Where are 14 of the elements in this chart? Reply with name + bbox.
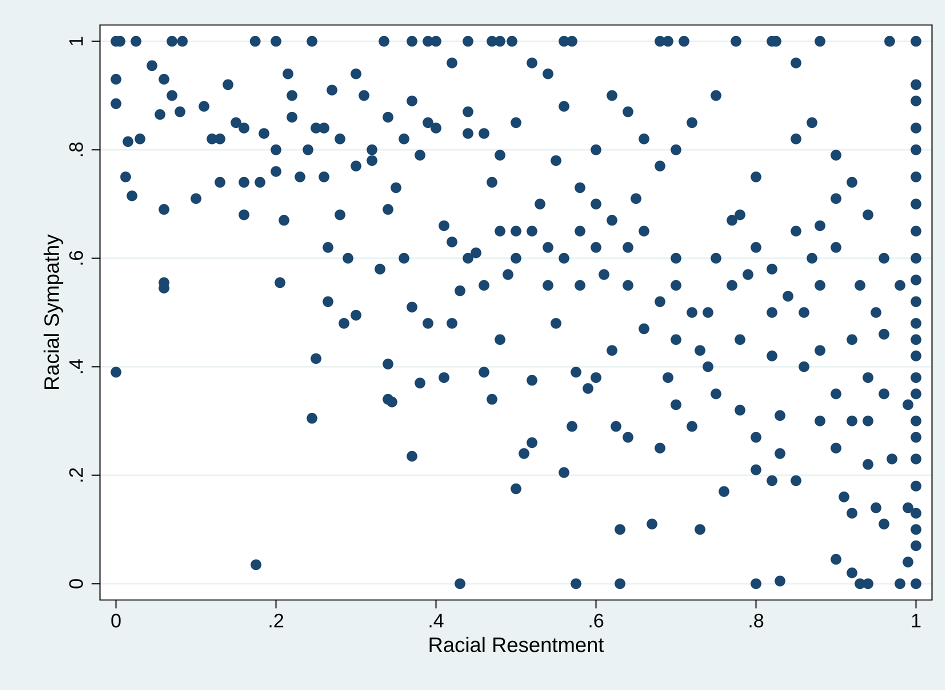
x-axis-title: Racial Resentment [430, 636, 604, 652]
y-tick-label: 0 [69, 579, 83, 588]
x-tick-label: .8 [750, 614, 764, 628]
y-tick-label: .6 [69, 251, 83, 265]
y-axis-title: Racial Sympathy [44, 234, 64, 389]
y-tick-label: .8 [69, 142, 83, 156]
y-tick-label: 1 [69, 36, 83, 46]
x-tick-label: 0 [111, 614, 121, 628]
y-tick-label: .4 [69, 359, 83, 374]
x-tick-label: 1 [912, 614, 920, 628]
x-tick-label: .4 [430, 614, 444, 628]
y-tick-label: .2 [69, 468, 83, 482]
x-tick-label: .2 [270, 614, 284, 628]
x-tick-label: .6 [590, 614, 604, 628]
